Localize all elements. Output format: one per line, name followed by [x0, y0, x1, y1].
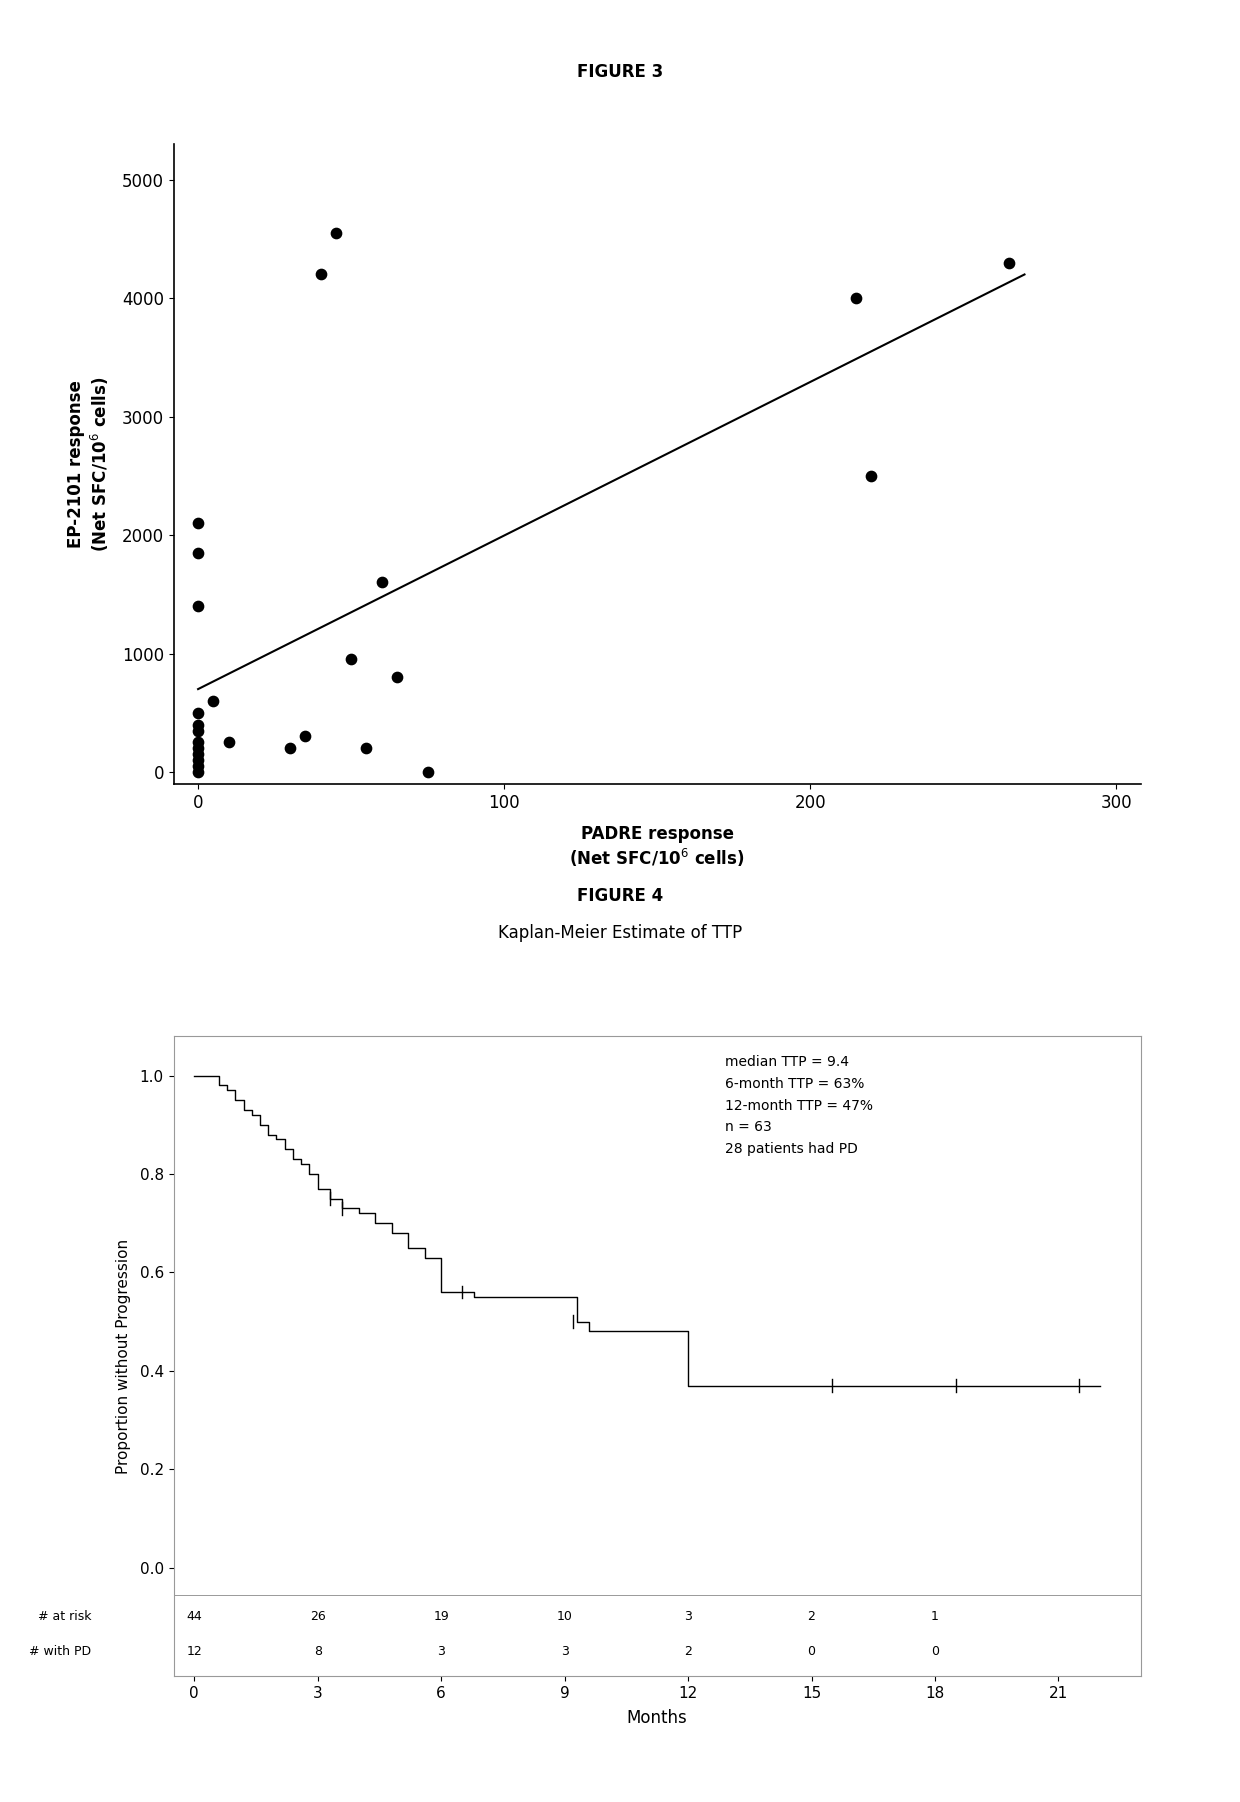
Text: 3: 3: [438, 1645, 445, 1658]
Text: 3: 3: [684, 1611, 692, 1624]
Y-axis label: Proportion without Progression: Proportion without Progression: [117, 1238, 131, 1474]
Y-axis label: EP-2101 response
(Net SFC/10$^6$ cells): EP-2101 response (Net SFC/10$^6$ cells): [67, 377, 110, 551]
Point: [387, 663, 407, 692]
Text: 26: 26: [310, 1611, 326, 1624]
Point: [357, 733, 377, 762]
Point: [326, 218, 346, 247]
Point: [188, 751, 208, 780]
Point: [341, 645, 361, 674]
Point: [188, 728, 208, 757]
Text: 2: 2: [807, 1611, 816, 1624]
Point: [372, 568, 392, 596]
Point: [862, 461, 882, 490]
Text: 1: 1: [931, 1611, 939, 1624]
Text: FIGURE 3: FIGURE 3: [577, 63, 663, 81]
Text: median TTP = 9.4
6-month TTP = 63%
12-month TTP = 47%
n = 63
28 patients had PD: median TTP = 9.4 6-month TTP = 63% 12-mo…: [725, 1056, 873, 1157]
Text: 8: 8: [314, 1645, 321, 1658]
Point: [188, 746, 208, 775]
Point: [203, 687, 223, 715]
Point: [188, 539, 208, 568]
Point: [846, 283, 866, 312]
Point: [188, 757, 208, 786]
Text: 44: 44: [186, 1611, 202, 1624]
Text: # at risk: # at risk: [38, 1611, 92, 1624]
Text: FIGURE 4: FIGURE 4: [577, 887, 663, 905]
Text: 19: 19: [433, 1611, 449, 1624]
X-axis label: PADRE response
(Net SFC/10$^6$ cells): PADRE response (Net SFC/10$^6$ cells): [569, 825, 745, 869]
Text: 10: 10: [557, 1611, 573, 1624]
Text: 0: 0: [931, 1645, 939, 1658]
X-axis label: Months: Months: [627, 1708, 687, 1726]
Text: 12: 12: [186, 1645, 202, 1658]
Point: [280, 733, 300, 762]
Point: [418, 757, 438, 786]
Point: [188, 715, 208, 744]
Point: [188, 508, 208, 537]
Point: [295, 723, 315, 751]
Point: [218, 728, 238, 757]
Text: 3: 3: [560, 1645, 568, 1658]
Point: [188, 741, 208, 769]
Point: [188, 733, 208, 762]
Text: 0: 0: [807, 1645, 816, 1658]
Point: [310, 259, 330, 288]
Point: [188, 699, 208, 728]
Text: Kaplan-Meier Estimate of TTP: Kaplan-Meier Estimate of TTP: [498, 924, 742, 942]
Point: [188, 710, 208, 739]
Point: [999, 249, 1019, 278]
Text: # with PD: # with PD: [30, 1645, 92, 1658]
Point: [188, 591, 208, 620]
Text: 2: 2: [684, 1645, 692, 1658]
